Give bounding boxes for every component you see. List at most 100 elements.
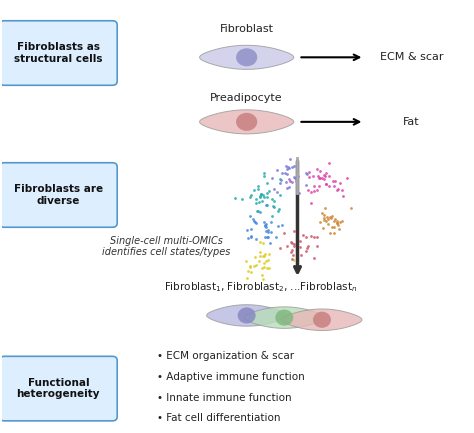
Point xyxy=(254,207,261,214)
Point xyxy=(290,242,298,249)
Point xyxy=(313,187,320,194)
Point xyxy=(263,190,271,197)
Point xyxy=(252,220,260,226)
Point xyxy=(333,219,341,226)
Point xyxy=(265,188,273,195)
Point xyxy=(347,205,355,212)
Point xyxy=(269,203,277,210)
Point xyxy=(335,226,343,233)
Point xyxy=(283,184,291,191)
Point xyxy=(319,224,327,231)
Point xyxy=(279,169,286,176)
Point xyxy=(305,242,312,249)
Point xyxy=(330,217,337,224)
Point xyxy=(331,216,339,223)
Text: • Innate immune function: • Innate immune function xyxy=(157,393,292,403)
Point xyxy=(303,244,310,251)
Point xyxy=(328,223,336,230)
Point xyxy=(333,187,341,194)
Point xyxy=(325,215,332,222)
Point xyxy=(231,194,239,201)
PathPatch shape xyxy=(200,110,294,134)
Point xyxy=(260,169,268,176)
Text: • Fat cell differentiation: • Fat cell differentiation xyxy=(157,413,281,423)
Point xyxy=(264,233,272,240)
Point xyxy=(283,171,291,178)
Point xyxy=(292,175,299,182)
Text: Single-cell multi-OMICs
identifies cell states/types: Single-cell multi-OMICs identifies cell … xyxy=(102,236,231,257)
Point xyxy=(259,275,267,282)
Point xyxy=(255,258,263,265)
Point xyxy=(262,251,269,258)
Point xyxy=(298,252,305,259)
Point xyxy=(315,174,323,181)
Point xyxy=(314,173,322,180)
FancyBboxPatch shape xyxy=(0,163,117,227)
Point xyxy=(325,172,333,179)
Point xyxy=(273,188,281,195)
Point xyxy=(288,239,296,246)
PathPatch shape xyxy=(244,307,324,328)
Point xyxy=(295,190,303,197)
Point xyxy=(260,172,268,179)
Ellipse shape xyxy=(236,48,257,66)
Point xyxy=(305,168,313,175)
Point xyxy=(302,169,310,176)
Point xyxy=(290,241,297,248)
Point xyxy=(294,172,301,179)
Point xyxy=(320,216,328,223)
Point xyxy=(287,249,295,256)
Point xyxy=(246,194,254,200)
Point xyxy=(264,256,272,263)
Point xyxy=(276,191,284,198)
Point xyxy=(246,262,254,269)
Point xyxy=(325,160,332,167)
Point xyxy=(329,177,337,184)
Point xyxy=(337,218,344,225)
Point xyxy=(285,165,293,171)
Point xyxy=(242,258,249,265)
Point xyxy=(299,231,306,238)
Point xyxy=(267,219,274,226)
Point xyxy=(243,274,251,281)
Point xyxy=(318,210,326,217)
Point xyxy=(288,178,296,185)
Point xyxy=(343,175,351,182)
Point xyxy=(280,229,288,236)
Point xyxy=(254,208,262,215)
Point xyxy=(263,258,270,265)
Point xyxy=(247,191,255,198)
FancyBboxPatch shape xyxy=(0,21,117,85)
Point xyxy=(318,174,326,181)
Point xyxy=(247,268,255,275)
Point xyxy=(244,226,251,233)
Point xyxy=(320,175,328,182)
Point xyxy=(264,228,272,235)
Point xyxy=(274,207,282,214)
Point xyxy=(252,254,259,261)
Ellipse shape xyxy=(237,307,255,323)
Point xyxy=(277,244,284,251)
Point xyxy=(310,187,318,194)
Point xyxy=(313,243,321,250)
Ellipse shape xyxy=(275,310,293,326)
Point xyxy=(310,183,318,190)
Point xyxy=(256,239,264,246)
Point xyxy=(252,199,259,206)
Point xyxy=(285,176,293,183)
Point xyxy=(313,233,320,240)
Point xyxy=(321,204,329,211)
Point xyxy=(263,180,271,187)
Point xyxy=(330,224,337,231)
Point xyxy=(261,223,269,230)
Point xyxy=(268,196,276,203)
Text: Functional
heterogeneity: Functional heterogeneity xyxy=(17,378,100,399)
Point xyxy=(247,226,255,233)
Point xyxy=(338,186,346,193)
Point xyxy=(310,173,317,180)
Point xyxy=(257,191,265,198)
Point xyxy=(264,226,272,233)
Point xyxy=(289,164,296,171)
Point xyxy=(249,216,256,223)
Point xyxy=(334,221,342,228)
